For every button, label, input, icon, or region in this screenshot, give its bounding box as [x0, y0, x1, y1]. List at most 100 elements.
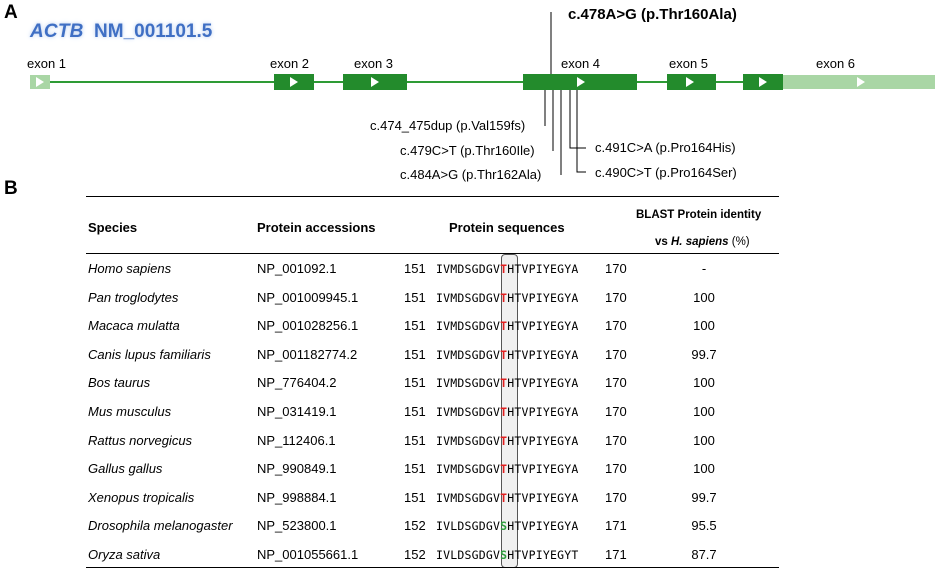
identity-cell: 100 [693, 433, 715, 448]
table-top-rule [86, 196, 779, 197]
sequence-residue: T [500, 319, 508, 333]
exon-1-arrow-icon [36, 77, 44, 87]
sequence-cell: IVLDSGDGVSHTVPIYEGYT [436, 548, 579, 562]
sequence-residue: T [500, 405, 508, 419]
sequence-post: HTVPIYEGYA [507, 376, 579, 390]
header-accessions: Protein accessions [257, 220, 376, 235]
sequence-pre: IVMDSGDGV [436, 434, 501, 448]
species-cell: Rattus norvegicus [88, 433, 193, 448]
sequence-cell: IVMDSGDGVTHTVPIYEGYA [436, 376, 579, 390]
sequence-cell: IVMDSGDGVTHTVPIYEGYA [436, 291, 579, 305]
sequence-residue: S [500, 519, 508, 533]
identity-cell: 99.7 [691, 490, 717, 505]
seq-end-cell: 170 [605, 490, 627, 505]
header-identity-unit: (%) [731, 236, 750, 248]
species-cell: Drosophila melanogaster [88, 518, 233, 533]
sequence-residue: T [500, 348, 508, 362]
variant-4-leader [569, 90, 586, 149]
seq-end-cell: 170 [605, 461, 627, 476]
sequence-post: HTVPIYEGYT [507, 548, 579, 562]
sequence-post: HTVPIYEGYA [507, 291, 579, 305]
panel-a-label: A [4, 2, 18, 23]
sequence-post: HTVPIYEGYA [507, 462, 579, 476]
seq-end-cell: 170 [605, 318, 627, 333]
species-cell: Oryza sativa [88, 547, 161, 562]
seq-end-cell: 170 [605, 404, 627, 419]
sequence-cell: IVMDSGDGVTHTVPIYEGYA [436, 434, 579, 448]
exon-5-arrow-icon [686, 77, 694, 87]
sequence-residue: T [500, 262, 508, 276]
seq-start-cell: 151 [404, 290, 426, 305]
exon-6-label: exon 6 [816, 56, 856, 71]
header-species: Species [88, 220, 138, 235]
seq-end-cell: 171 [605, 518, 627, 533]
species-cell: Canis lupus familiaris [88, 347, 211, 362]
sequence-residue: T [500, 462, 508, 476]
sequence-cell: IVMDSGDGVTHTVPIYEGYA [436, 262, 579, 276]
variant-2-label: c.479C>T (p.Thr160Ile) [400, 143, 535, 158]
exon-4-arrow-icon [577, 77, 585, 87]
seq-start-cell: 151 [404, 461, 426, 476]
species-cell: Gallus gallus [88, 461, 163, 476]
identity-cell: 87.7 [691, 547, 717, 562]
variant-3-label: c.484A>G (p.Thr162Ala) [400, 167, 542, 182]
header-identity-line1: BLAST Protein identity [636, 209, 762, 221]
seq-end-cell: 170 [605, 261, 627, 276]
accession-cell: NP_776404.2 [257, 375, 337, 390]
sequence-post: HTVPIYEGYA [507, 262, 579, 276]
identity-cell: 99.7 [691, 347, 717, 362]
seq-end-cell: 170 [605, 433, 627, 448]
exon-2-label: exon 2 [270, 56, 310, 71]
seq-start-cell: 151 [404, 433, 426, 448]
exon-3-label: exon 3 [354, 56, 394, 71]
seq-start-cell: 151 [404, 490, 426, 505]
species-cell: Bos taurus [88, 375, 151, 390]
exon-6-utr-arrow-icon [857, 77, 865, 87]
seq-start-cell: 151 [404, 318, 426, 333]
header-identity-species: H. sapiens [671, 236, 729, 248]
identity-cell: 95.5 [691, 518, 717, 533]
gene-symbol: ACTB [30, 21, 84, 42]
accession-cell: NP_031419.1 [257, 404, 337, 419]
species-cell: Pan troglodytes [88, 290, 179, 305]
seq-start-cell: 151 [404, 347, 426, 362]
accession-cell: NP_001182774.2 [257, 347, 358, 362]
sequence-residue: T [500, 291, 508, 305]
seq-end-cell: 170 [605, 290, 627, 305]
seq-start-cell: 151 [404, 375, 426, 390]
header-sequences: Protein sequences [449, 220, 565, 235]
sequence-residue: T [500, 376, 508, 390]
accession-cell: NP_990849.1 [257, 461, 337, 476]
seq-start-cell: 151 [404, 404, 426, 419]
sequence-pre: IVMDSGDGV [436, 291, 501, 305]
sequence-pre: IVMDSGDGV [436, 491, 501, 505]
sequence-pre: IVLDSGDGV [436, 548, 501, 562]
sequence-post: HTVPIYEGYA [507, 319, 579, 333]
sequence-post: HTVPIYEGYA [507, 348, 579, 362]
accession-cell: NP_001055661.1 [257, 547, 359, 562]
sequence-cell: IVMDSGDGVTHTVPIYEGYA [436, 462, 579, 476]
sequence-residue: T [500, 434, 508, 448]
gene-accession: NM_001101.5 [94, 21, 213, 42]
sequence-pre: IVMDSGDGV [436, 319, 501, 333]
main-variant-label: c.478A>G (p.Thr160Ala) [568, 6, 737, 23]
sequence-post: HTVPIYEGYA [507, 405, 579, 419]
species-cell: Macaca mulatta [88, 318, 180, 333]
exon-5-label: exon 5 [669, 56, 709, 71]
identity-cell: 100 [693, 404, 715, 419]
species-cell: Homo sapiens [88, 261, 172, 276]
sequence-cell: IVMDSGDGVTHTVPIYEGYA [436, 319, 579, 333]
accession-cell: NP_001092.1 [257, 261, 337, 276]
sequence-cell: IVMDSGDGVTHTVPIYEGYA [436, 405, 579, 419]
accession-cell: NP_523800.1 [257, 518, 337, 533]
identity-cell: 100 [693, 290, 715, 305]
identity-cell: - [701, 261, 707, 276]
seq-end-cell: 170 [605, 375, 627, 390]
sequence-pre: IVMDSGDGV [436, 348, 501, 362]
header-identity-vs: vs [655, 236, 668, 248]
panel-b-label: B [4, 178, 18, 199]
sequence-pre: IVMDSGDGV [436, 262, 501, 276]
variant-4-label: c.491C>A (p.Pro164His) [595, 140, 736, 155]
exon-6-coding-arrow-icon [759, 77, 767, 87]
gene-diagram [30, 12, 935, 175]
